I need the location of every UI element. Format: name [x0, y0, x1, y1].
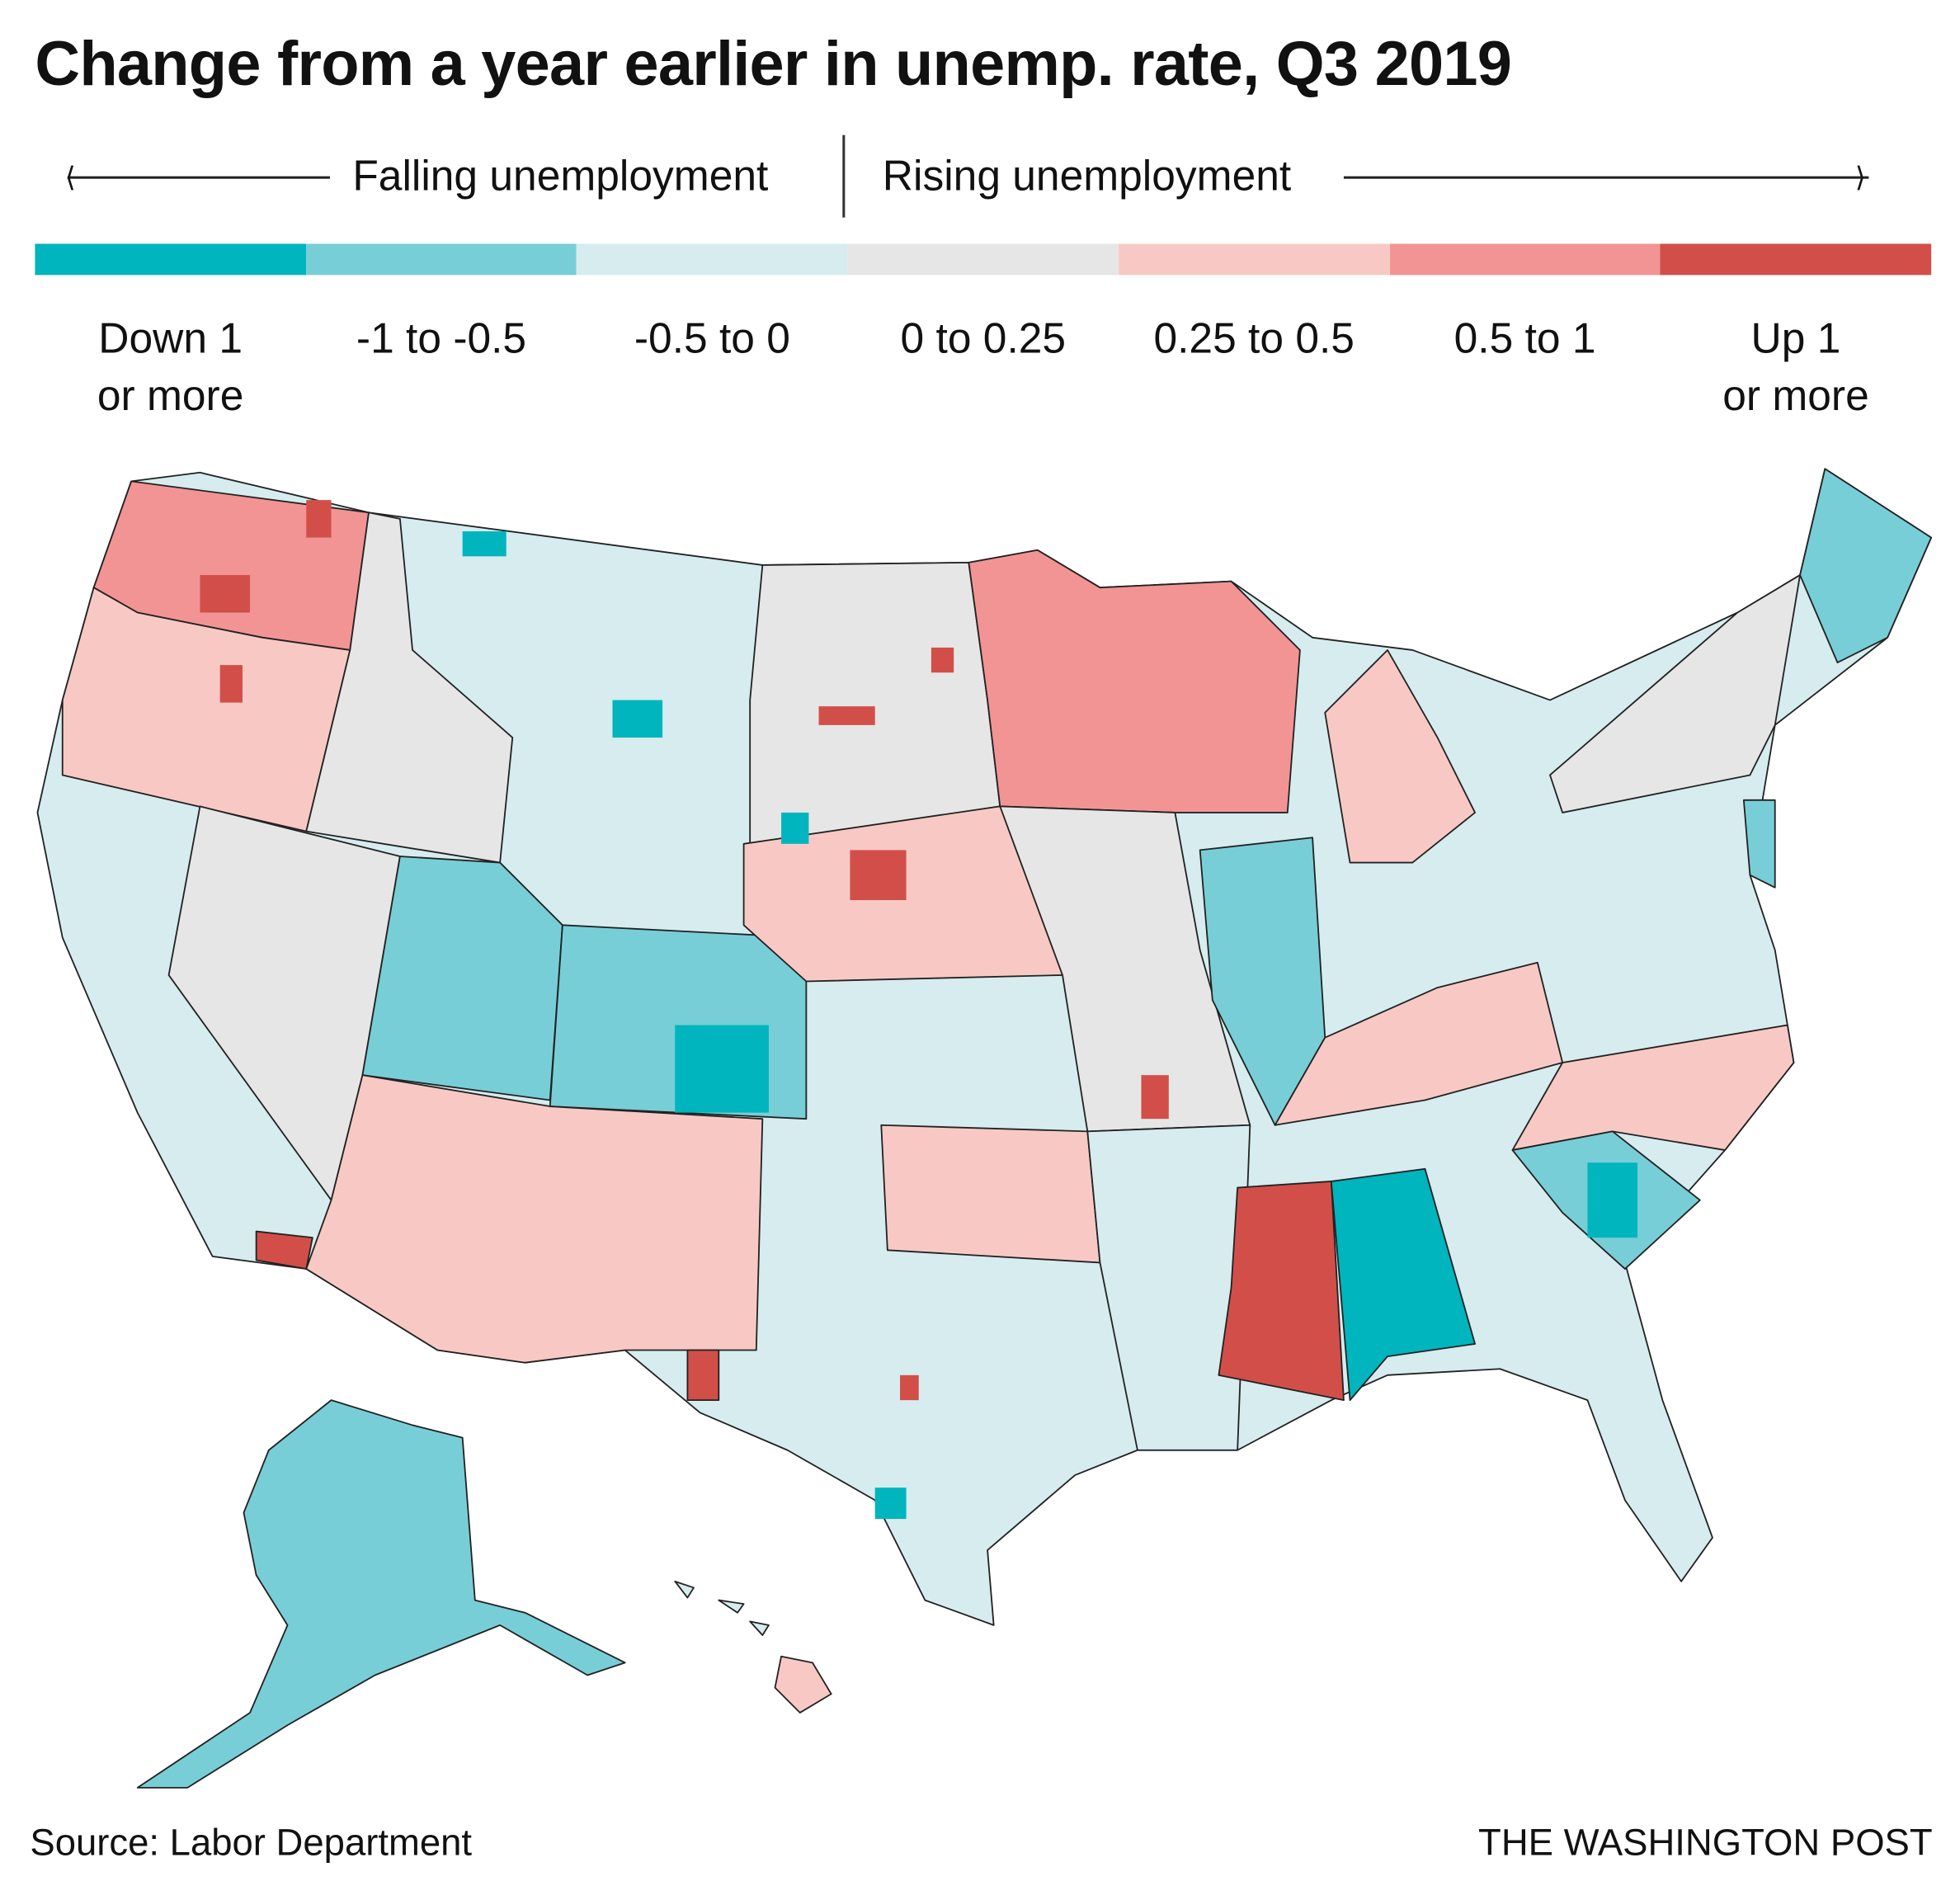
region-southwest [305, 1074, 764, 1364]
region-hawaii-islands [674, 1580, 770, 1636]
page-title: Change from a year earlier in unemp. rat… [35, 28, 1512, 99]
region-new-jersey [1742, 799, 1776, 889]
legend-swatch [577, 243, 848, 276]
divider [842, 134, 846, 218]
region-minnesota-wisconsin [968, 549, 1301, 813]
left-arrow-icon: ⟨ [64, 161, 76, 193]
right-arrow-line [1343, 176, 1869, 179]
region-arkansas-louisiana [1086, 1124, 1251, 1451]
region-alabama [1330, 1167, 1476, 1402]
region-hawaii [774, 1655, 832, 1714]
region-idaho [305, 512, 514, 864]
region-northeast [1549, 574, 1801, 813]
legend-swatch [35, 243, 306, 276]
rising-label: Rising unemployment [882, 152, 1292, 200]
teal-spots [462, 531, 1638, 1520]
legend-label: 0.5 to 1 [1454, 314, 1596, 363]
legend-swatch [847, 243, 1119, 276]
region-texas-hotspot [686, 1349, 720, 1402]
region-mississippi [1218, 1181, 1345, 1402]
us-county-map [36, 468, 1933, 1789]
region-kentucky-tennessee [1274, 961, 1564, 1126]
legend-label: 0.25 to 0.5 [1153, 314, 1355, 363]
region-maine [1799, 468, 1933, 664]
left-arrow-line [67, 176, 331, 179]
legend-swatch [1389, 243, 1661, 276]
legend-label: -0.5 to 0 [634, 314, 790, 363]
region-arizona-hotspot [255, 1230, 313, 1270]
region-dakotas [749, 561, 1001, 845]
legend-swatch [305, 243, 577, 276]
legend-label: -1 to -0.5 [356, 314, 527, 363]
legend-label: Up 1 or more [1722, 314, 1869, 421]
region-oklahoma [880, 1124, 1101, 1264]
region-alaska [136, 1399, 626, 1789]
legend-swatch [1119, 243, 1390, 276]
legend-label: 0 to 0.25 [900, 314, 1067, 363]
right-arrow-icon: ⟩ [1854, 161, 1866, 193]
legend-color-bar [35, 243, 1932, 276]
legend-swatch [1660, 243, 1932, 276]
falling-label: Falling unemployment [352, 152, 769, 200]
hotspots [200, 500, 1169, 1401]
legend-labels: Down 1 or more -1 to -0.5 -0.5 to 0 0 to … [35, 310, 1931, 425]
legend-label: Down 1 or more [97, 314, 244, 421]
source-note: Source: Labor Department [30, 1822, 473, 1865]
region-michigan [1324, 649, 1476, 864]
publisher-credit: THE WASHINGTON POST [1478, 1822, 1933, 1865]
